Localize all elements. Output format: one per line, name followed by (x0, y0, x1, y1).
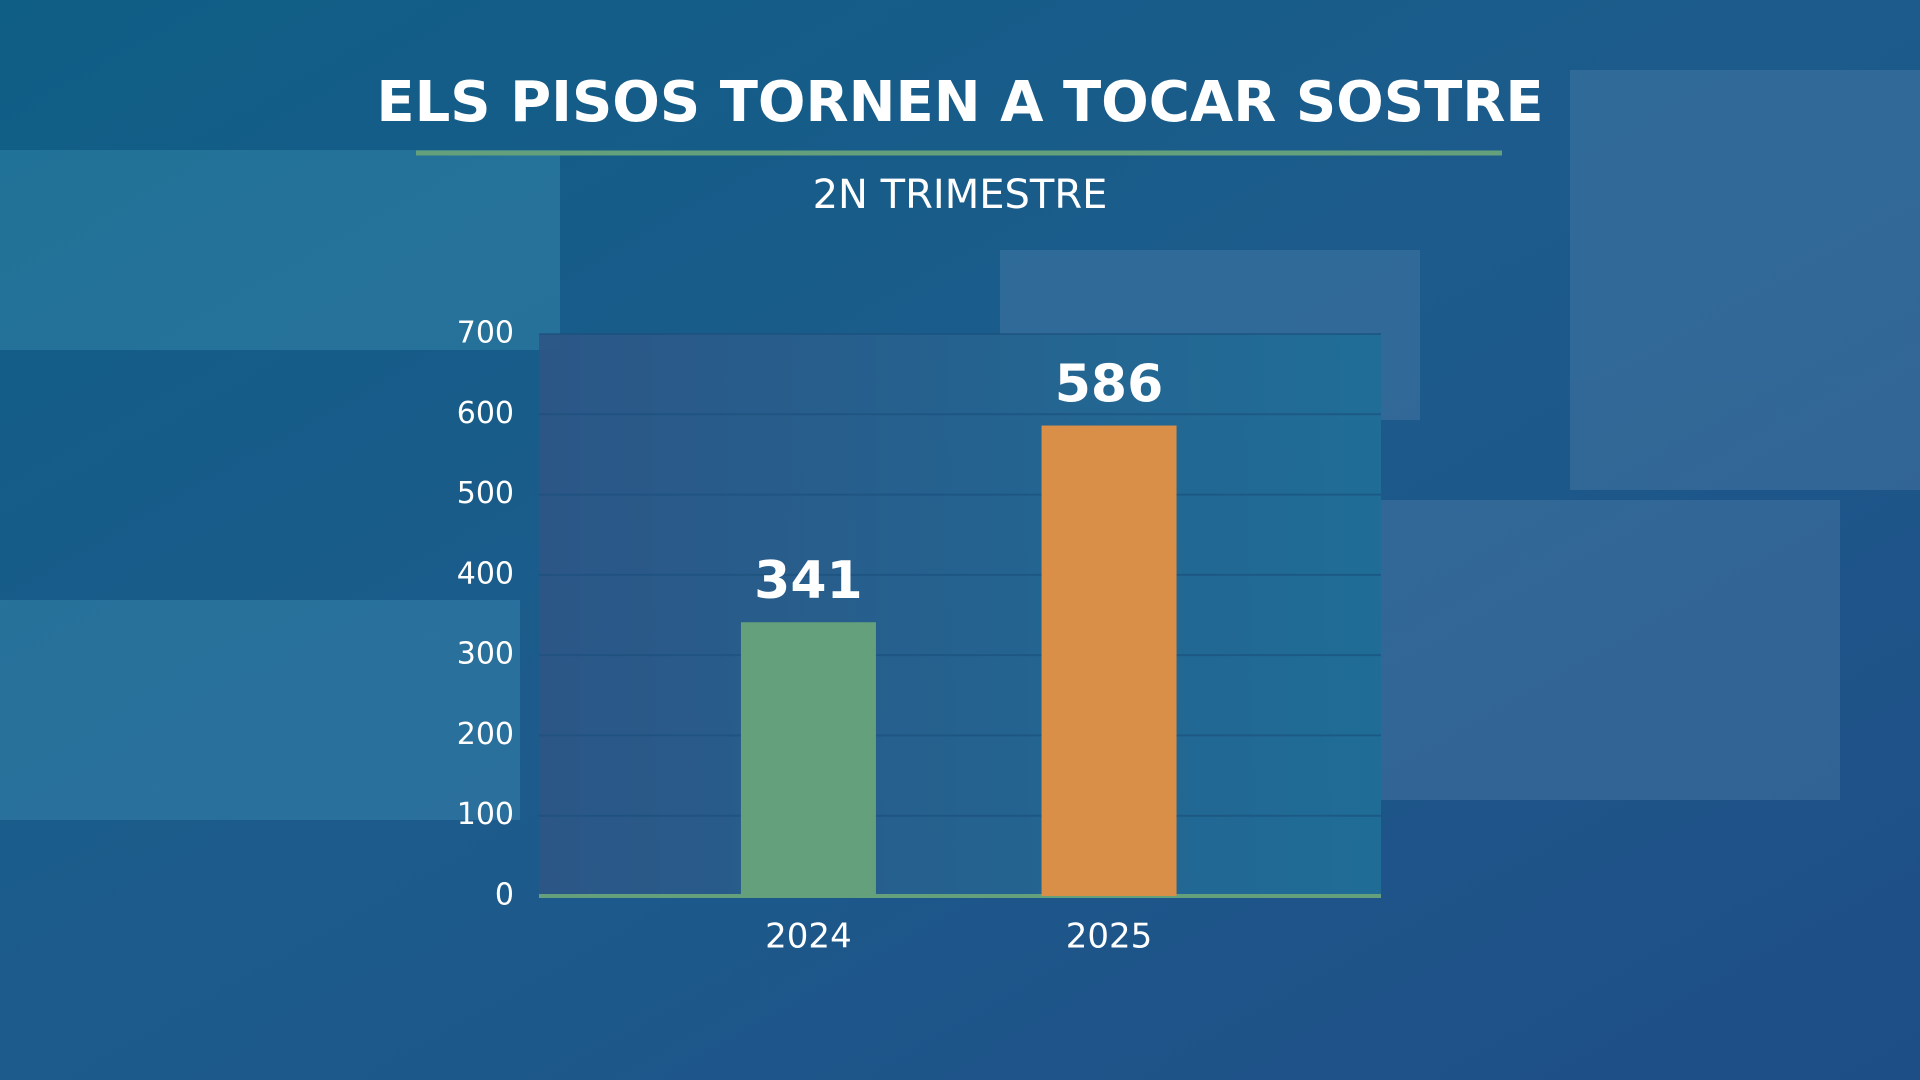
x-tick-label: 2025 (1066, 917, 1153, 957)
chart-title: ELS PISOS TORNEN A TOCAR SOSTRE (376, 70, 1543, 135)
y-tick-label: 500 (457, 476, 514, 511)
chart-subtitle: 2N TRIMESTRE (813, 172, 1108, 218)
bar (740, 622, 876, 896)
y-tick-label: 100 (457, 797, 514, 832)
plot-area (539, 334, 1381, 896)
data-label: 586 (1055, 355, 1164, 415)
bar (1041, 425, 1177, 896)
data-label: 341 (754, 551, 863, 611)
y-tick-label: 700 (457, 316, 514, 351)
y-tick-label: 200 (457, 717, 514, 752)
y-tick-label: 0 (495, 878, 514, 913)
y-tick-label: 400 (457, 556, 514, 591)
x-tick-label: 2024 (765, 917, 852, 957)
y-tick-label: 600 (457, 396, 514, 431)
y-tick-label: 300 (457, 637, 514, 672)
decoration (0, 70, 1920, 820)
